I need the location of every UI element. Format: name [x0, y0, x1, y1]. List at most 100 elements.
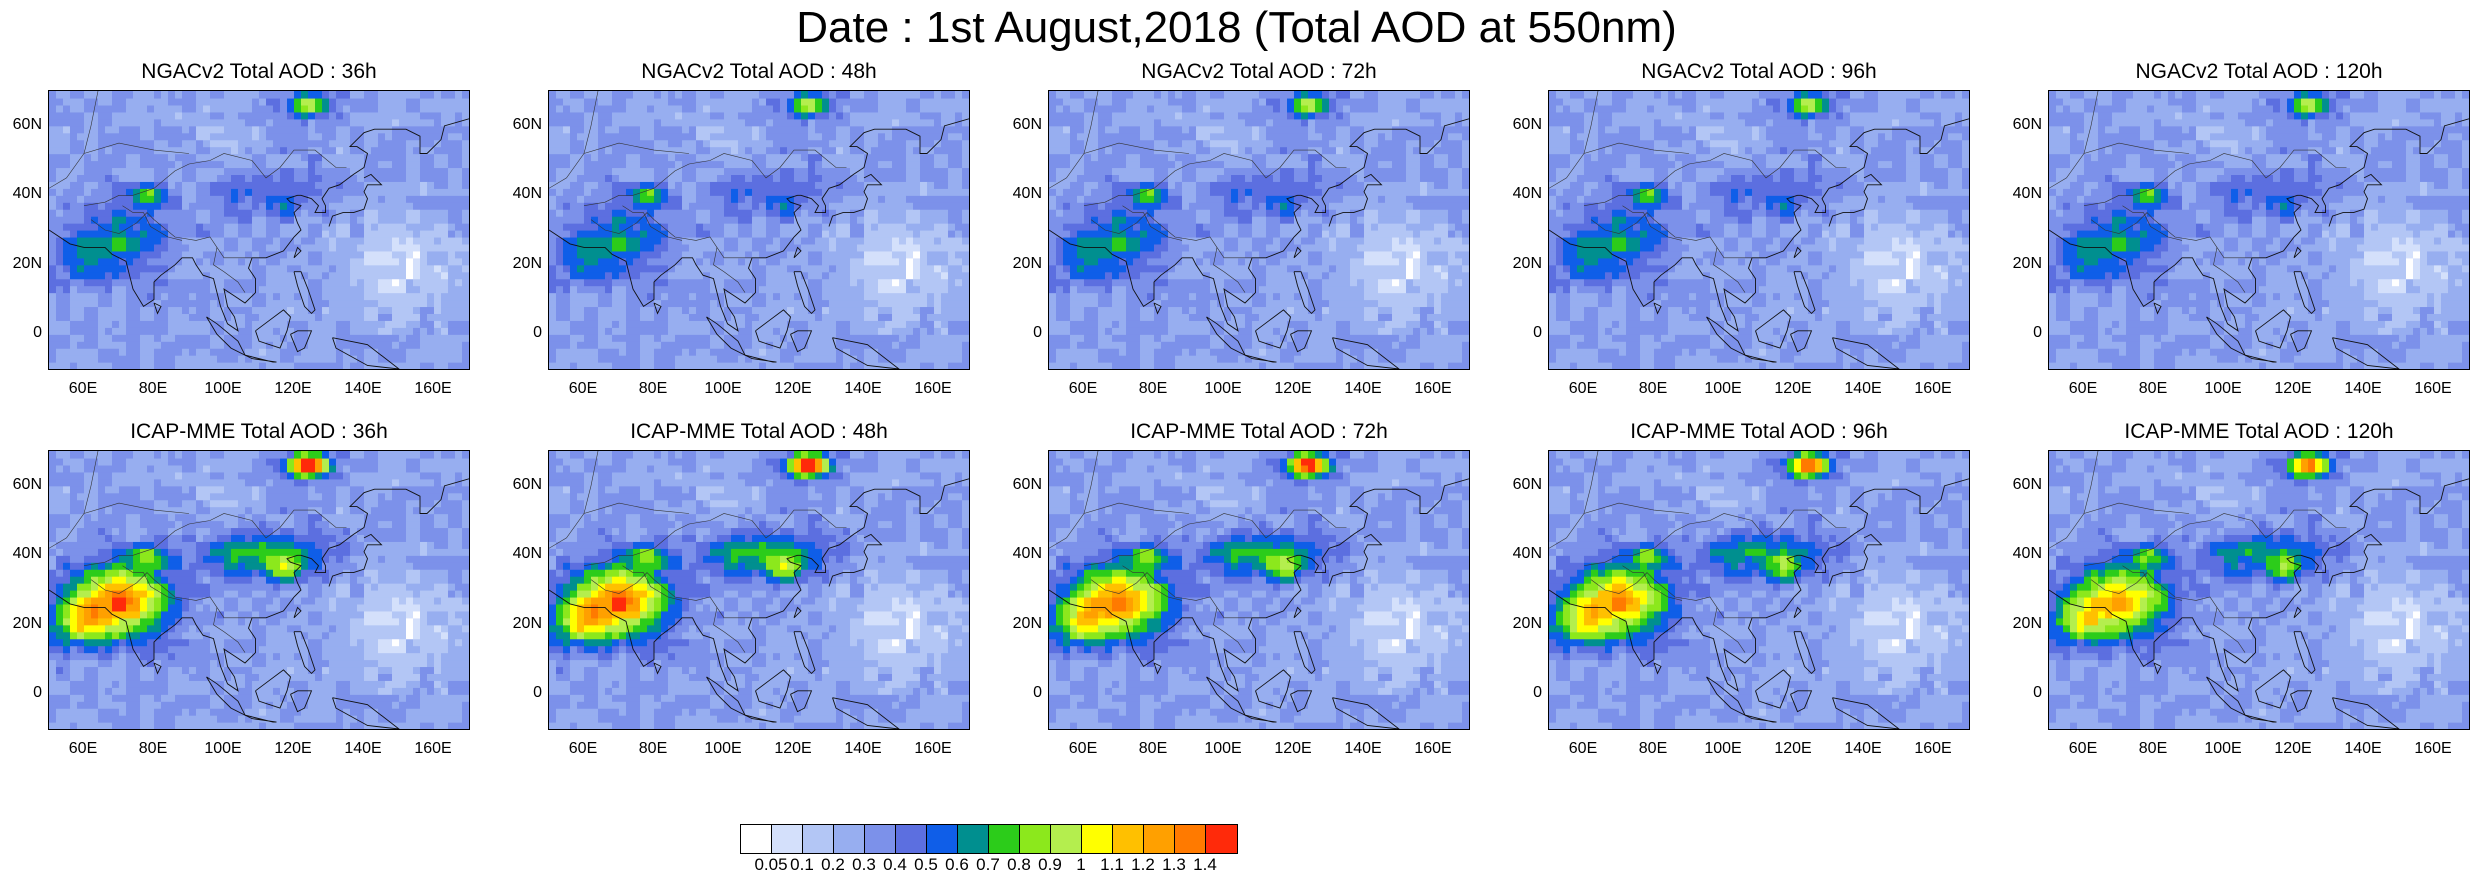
coastline [1832, 337, 1900, 369]
colorbar-label: 0.5 [906, 856, 946, 874]
x-tick-label: 160E [908, 740, 958, 758]
x-tick-label: 80E [128, 740, 178, 758]
coastline [206, 676, 247, 717]
country-border [2213, 607, 2246, 653]
country-border [1213, 247, 1246, 293]
coastline [1255, 309, 1291, 349]
map-frame [2048, 450, 2470, 730]
country-border [2090, 212, 2252, 259]
y-tick-label: 20N [0, 615, 42, 633]
y-tick-label: 40N [498, 545, 542, 563]
coastline [2255, 669, 2291, 709]
country-border [1083, 509, 1347, 566]
coastline [2244, 354, 2277, 363]
map-panel: NGACv2 Total AOD : 48h 0 20N 40N 60N 60E 80E 10… [513, 60, 970, 420]
coastline [1206, 676, 1247, 717]
panel-title: NGACv2 Total AOD : 72h [1048, 60, 1470, 84]
coastline [2328, 533, 2383, 587]
colorbar-cell [1175, 825, 1206, 853]
x-tick-label: 80E [1128, 740, 1178, 758]
coastline [1755, 309, 1791, 349]
country-border [1122, 205, 1183, 241]
coastline [1244, 354, 1277, 363]
colorbar-label: 0.4 [875, 856, 915, 874]
coastline [1793, 631, 1816, 675]
coastline [1828, 173, 1883, 227]
x-tick-label: 120E [2268, 740, 2318, 758]
y-tick-label: 40N [1498, 545, 1542, 563]
x-tick-label: 140E [2338, 740, 2388, 758]
coastline [2293, 606, 2302, 619]
country-border [622, 565, 683, 601]
y-tick-label: 0 [1998, 324, 2042, 342]
y-tick-label: 40N [998, 185, 1042, 203]
coastline [549, 478, 969, 692]
figure-title: Date : 1st August,2018 (Total AOD at 550… [0, 2, 2473, 54]
country-border [1590, 572, 1752, 619]
coastline [1293, 246, 1302, 259]
x-tick-label: 80E [1628, 380, 1678, 398]
y-tick-label: 60N [0, 476, 42, 494]
aod-grid [1549, 91, 1969, 369]
x-tick-label: 140E [338, 740, 388, 758]
y-tick-label: 20N [0, 255, 42, 273]
y-tick-label: 60N [998, 116, 1042, 134]
x-tick-label: 160E [908, 380, 958, 398]
coastline [549, 118, 969, 332]
coastline [1332, 337, 1400, 369]
y-tick-label: 0 [1498, 324, 1542, 342]
colorbar-label: 0.3 [844, 856, 884, 874]
x-tick-label: 60E [558, 740, 608, 758]
x-tick-label: 160E [1408, 740, 1458, 758]
coastline [293, 606, 302, 619]
coastline [828, 533, 883, 587]
aod-grid [1549, 451, 1969, 729]
y-tick-label: 20N [498, 615, 542, 633]
map-frame [1048, 90, 1470, 370]
country-border [213, 247, 246, 293]
country-border [1590, 212, 1752, 259]
aod-field [49, 91, 469, 369]
aod-field [1049, 451, 1469, 729]
country-border [2083, 91, 2099, 154]
country-border [590, 572, 752, 619]
country-border [549, 502, 690, 549]
coastline [1793, 246, 1802, 259]
coastline [2244, 714, 2277, 723]
coastline [1255, 669, 1291, 709]
coastline [1744, 714, 1777, 723]
coastline [790, 690, 813, 713]
coastline [2328, 173, 2383, 227]
x-tick-label: 120E [1268, 380, 1318, 398]
country-border [2122, 205, 2183, 241]
coastline [793, 606, 802, 619]
panel-title: NGACv2 Total AOD : 96h [1548, 60, 1970, 84]
colorbar-label: 1.1 [1092, 856, 1132, 874]
country-border [83, 509, 347, 566]
y-tick-label: 60N [1498, 476, 1542, 494]
x-tick-label: 120E [768, 380, 818, 398]
map-frame [548, 450, 970, 730]
coastline [49, 478, 469, 692]
y-tick-label: 60N [1498, 116, 1542, 134]
colorbar-cell [1144, 825, 1175, 853]
country-border [1549, 502, 1690, 549]
country-border [1049, 142, 1190, 189]
colorbar-cell [958, 825, 989, 853]
x-tick-label: 100E [198, 740, 248, 758]
y-tick-label: 20N [1998, 255, 2042, 273]
coastline [653, 302, 662, 315]
aod-field [2049, 91, 2469, 369]
aod-grid [49, 451, 469, 729]
country-border [1090, 572, 1252, 619]
x-tick-label: 160E [408, 740, 458, 758]
aod-grid [2049, 91, 2469, 369]
colorbar-cell [772, 825, 803, 853]
aod-grid [49, 91, 469, 369]
x-tick-label: 60E [558, 380, 608, 398]
map-panel: NGACv2 Total AOD : 72h 0 20N 40N 60N 60E 80E 10… [1013, 60, 1470, 420]
coastline [2332, 337, 2400, 369]
map-panel: NGACv2 Total AOD : 96h 0 20N 40N 60N 60E 80E 10… [1513, 60, 1970, 420]
panel-title: ICAP-MME Total AOD : 72h [1048, 420, 1470, 444]
country-border [1083, 149, 1347, 206]
